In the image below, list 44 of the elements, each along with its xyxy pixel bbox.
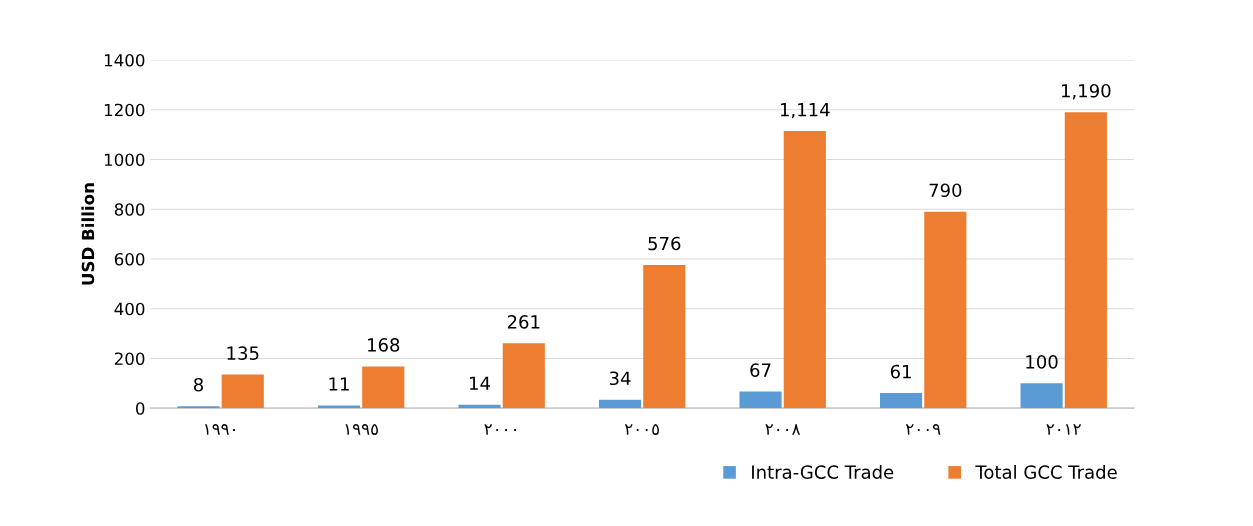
data-label: 61 bbox=[890, 364, 911, 379]
data-label: 261 bbox=[507, 314, 540, 329]
data-label: 790 bbox=[929, 183, 962, 198]
y-tick-label: 0 bbox=[135, 402, 145, 415]
y-tick-label: 400 bbox=[114, 302, 145, 316]
x-tick-label: ٢٠٠٨ bbox=[765, 424, 801, 435]
x-tick-label: ٢٠١٢ bbox=[1046, 424, 1081, 435]
legend-label: Intra-GCC Trade bbox=[752, 464, 894, 479]
y-tick-label: 1400 bbox=[104, 53, 145, 67]
x-tick-label: ٢٠٠٠ bbox=[484, 424, 516, 435]
y-tick-label: 600 bbox=[114, 252, 145, 266]
bar bbox=[924, 211, 967, 409]
bar bbox=[1064, 112, 1107, 409]
bar bbox=[879, 393, 923, 409]
data-label: 67 bbox=[750, 363, 771, 377]
data-label: 1,190 bbox=[1061, 83, 1111, 100]
data-label: 34 bbox=[609, 371, 631, 386]
legend-label: Total GCC Trade bbox=[975, 464, 1117, 479]
y-tick-label: 200 bbox=[114, 352, 145, 365]
bar bbox=[643, 264, 686, 409]
bar bbox=[502, 343, 545, 409]
bar bbox=[783, 131, 826, 409]
data-label: 168 bbox=[368, 338, 400, 352]
y-axis-title: USD Billion bbox=[81, 183, 95, 285]
bar bbox=[1020, 383, 1063, 409]
y-tick-label: 1000 bbox=[104, 153, 145, 167]
data-label: 14 bbox=[470, 376, 490, 390]
y-tick-label: 800 bbox=[114, 203, 145, 216]
data-label: 576 bbox=[648, 236, 681, 251]
x-tick-label: ٢٠٠٥ bbox=[624, 424, 659, 435]
x-tick-label: ٢٠٠٩ bbox=[905, 424, 941, 435]
bar bbox=[362, 366, 405, 409]
data-label: 135 bbox=[227, 346, 259, 360]
y-tick-label: 1200 bbox=[104, 103, 145, 117]
data-label: 100 bbox=[1026, 355, 1058, 369]
bar bbox=[598, 399, 642, 409]
bar bbox=[221, 374, 264, 409]
data-label: 11 bbox=[329, 377, 349, 391]
x-tick-label: ١٩٩٠ bbox=[204, 424, 235, 435]
data-label: 8 bbox=[193, 377, 203, 392]
bar bbox=[317, 405, 361, 409]
data-label: 1,114 bbox=[780, 103, 830, 119]
bar bbox=[739, 391, 782, 409]
x-tick-label: ١٩٩٥ bbox=[345, 424, 378, 435]
